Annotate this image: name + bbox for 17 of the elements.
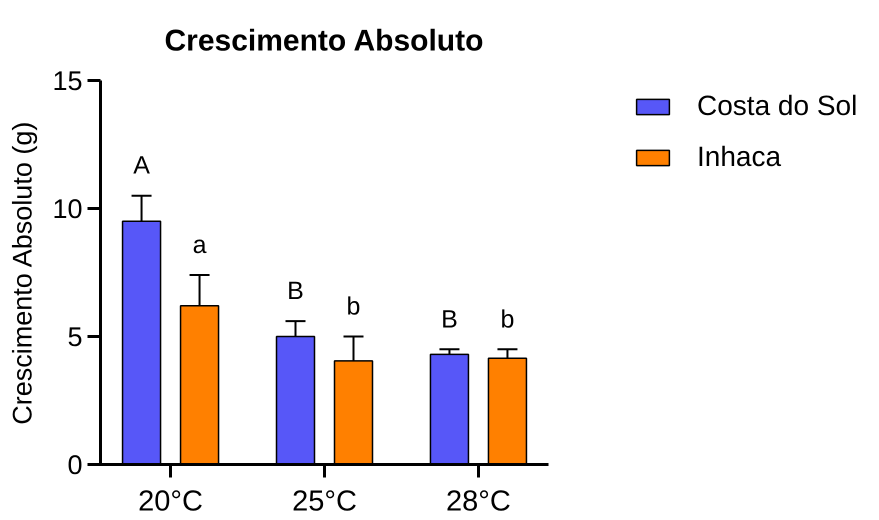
data-label: a xyxy=(192,231,207,260)
data-label: b xyxy=(500,305,514,334)
chart-title: Crescimento Absoluto xyxy=(164,24,484,58)
x-tick-label: 28°C xyxy=(446,486,511,518)
legend-label: Inhaca xyxy=(697,140,782,174)
y-tick-label: 0 xyxy=(67,450,83,480)
y-tick-label: 15 xyxy=(52,66,83,96)
y-axis-title: Crescimento Absoluto (g) xyxy=(7,122,38,425)
x-tick-label: 20°C xyxy=(138,486,203,518)
legend-label: Costa do Sol xyxy=(697,89,858,123)
data-label: B xyxy=(441,305,458,334)
x-tick-label: 25°C xyxy=(292,486,357,518)
data-label: A xyxy=(133,152,150,180)
y-tick-label: 5 xyxy=(67,322,83,352)
data-label: B xyxy=(287,277,304,306)
y-tick-label: 10 xyxy=(52,194,83,224)
data-label: b xyxy=(346,292,360,320)
